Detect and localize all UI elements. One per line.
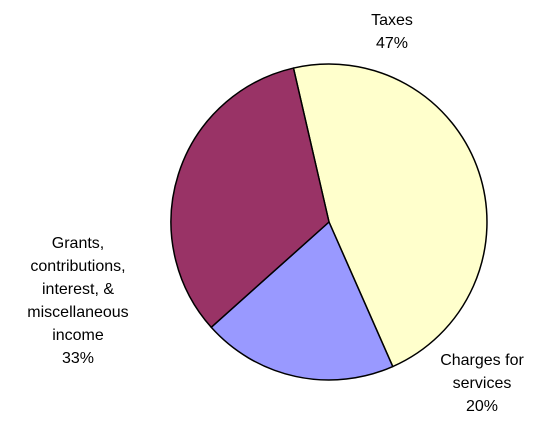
label-taxes: Taxes 47% bbox=[371, 12, 413, 52]
slice-label-line: Grants, bbox=[52, 235, 104, 252]
slice-label-line: Charges for bbox=[440, 352, 524, 369]
pie-slices bbox=[170, 63, 488, 381]
slice-label-line: miscellaneous bbox=[27, 304, 128, 321]
slice-label-line: services bbox=[453, 375, 512, 392]
slice-percent-label: 33% bbox=[62, 350, 94, 367]
slice-charges-for-services bbox=[210, 221, 394, 381]
slice-label-line: contributions, bbox=[30, 258, 125, 275]
label-charges-for-services: Charges for services 20% bbox=[440, 352, 524, 415]
slice-taxes bbox=[292, 63, 488, 368]
slice-percent-label: 47% bbox=[376, 35, 408, 52]
label-grants-contributions: Grants, contributions, interest, & miscella… bbox=[27, 235, 128, 367]
pie-labels: Taxes 47% Charges for services 20% Grants, con… bbox=[27, 12, 524, 415]
slice-label-line: Taxes bbox=[371, 12, 413, 29]
slice-percent-label: 20% bbox=[466, 398, 498, 415]
slice-label-line: income bbox=[52, 327, 104, 344]
slice-label-line: interest, & bbox=[42, 281, 114, 298]
slice-grants-contributions bbox=[170, 67, 330, 329]
